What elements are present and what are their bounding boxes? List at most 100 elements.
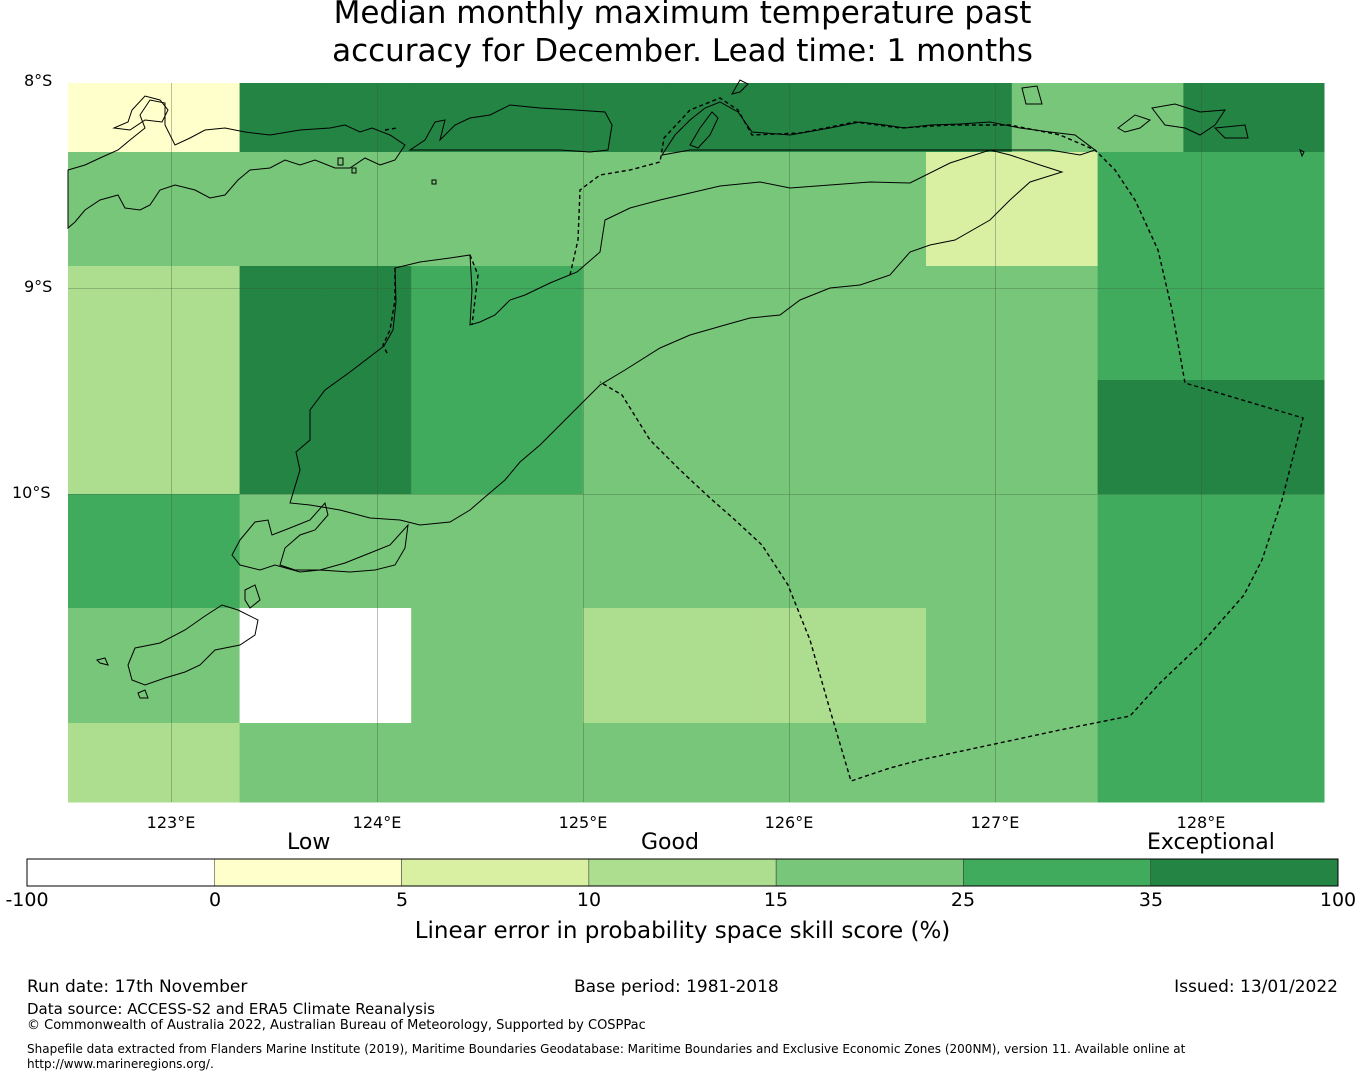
heatmap-cell-r2-c1 [153,266,241,381]
lon-tick-127e: 127°E [970,813,1020,832]
eez-boundary-timor-leste [569,97,1304,782]
colorbar [26,858,1339,887]
heatmap-cell-r0-c8 [754,83,841,153]
heatmap-cell-r5-c9 [840,608,927,724]
heatmap-cell-r0-c12 [1097,83,1184,153]
chart-title-line1: Median monthly maximum temperature past [333,0,1032,31]
heatmap-cell-r5-c6 [582,608,670,724]
base-period: Base period: 1981-2018 [574,977,779,997]
heatmap-cell-r2-c0 [68,266,155,381]
run-date: Run date: 17th November [27,977,248,997]
heatmap-cell-r2-c9 [840,266,927,381]
heatmap-cell-r3-c12 [1097,380,1184,495]
heatmap-cell-r3-c3 [325,380,412,495]
colorbar-segment-2 [401,858,590,887]
eez-boundary-oecusse [382,268,396,356]
heatmap-cell-r4-c7 [668,494,755,609]
colorbar-tick-25: 25 [950,889,976,911]
colorbar-segment-0 [26,858,215,887]
shapefile-credit: Shapefile data extracted from Flanders M… [27,1042,1186,1056]
colorbar-segment-4 [775,858,964,887]
heatmap-cell-r5-c12 [1097,608,1184,724]
heatmap-cell-r6-c11 [1011,723,1099,803]
heatmap-cell-r2-c10 [926,266,1013,381]
heatmap-cell-r4-c12 [1097,494,1184,609]
heatmap-cell-r3-c13 [1183,380,1325,495]
heatmap-cell-r5-c11 [1011,608,1099,724]
heatmap-cell-r6-c9 [840,723,927,803]
heatmap-cell-r4-c1 [153,494,241,609]
heatmap-cell-r4-c13 [1183,494,1325,609]
heatmap-cell-r1-c12 [1097,152,1184,267]
heatmap-cell-r1-c3 [325,152,412,267]
heatmap-cell-r5-c13 [1183,608,1325,724]
heatmap-cell-r4-c11 [1011,494,1099,609]
heatmap-cell-r3-c10 [926,380,1013,495]
heatmap-cell-r1-c2 [239,152,326,267]
lat-tick-8s: 8°S [24,71,53,90]
heatmap-cell-r3-c2 [239,380,326,495]
heatmap-cell-r3-c6 [582,380,670,495]
colorbar-segment-5 [963,858,1151,887]
coastline-islet-w1 [337,157,344,166]
heatmap-cell-r6-c1 [153,723,241,803]
heatmap-cell-r0-c6 [582,83,670,153]
heatmap-cell-r0-c1 [153,83,241,153]
heatmap-cell-r0-c3 [325,83,412,153]
heatmap-cell-r6-c8 [754,723,841,803]
copyright: © Commonwealth of Australia 2022, Austra… [27,1018,646,1033]
heatmap-cell-r3-c0 [68,380,155,495]
lon-tick-128e: 128°E [1176,813,1226,832]
heatmap-cell-r6-c0 [68,723,155,803]
data-source: Data source: ACCESS-S2 and ERA5 Climate … [27,1000,435,1018]
colorbar-tick-35: 35 [1138,889,1164,911]
graticule [68,83,1324,802]
lat-tick-10s: 10°S [12,483,51,502]
colorbar-tick-10: 10 [576,889,602,911]
coastline-alor [408,104,613,153]
heatmap-cell-r4-c4 [411,494,498,609]
heatmap-cell-r0-c9 [840,83,927,153]
colorbar-segment-1 [214,858,402,887]
colorbar-tick-neg100: -100 [5,889,49,911]
coastline-islet-w2 [351,167,357,174]
heatmap-cell-r5-c2 [239,608,326,724]
issued-date: Issued: 13/01/2022 [1174,977,1338,997]
heatmap-cell-r4-c9 [840,494,927,609]
heatmap-cell-r6-c10 [926,723,1013,803]
heatmap-cell-r0-c13 [1183,83,1325,153]
heatmap-cell-r2-c8 [754,266,841,381]
coastline-moa [1213,124,1249,139]
category-low: Low [287,830,331,855]
colorbar-segment-3 [588,858,777,887]
heatmap-cell-r1-c9 [840,152,927,267]
heatmap-cell-r1-c11 [1011,152,1099,267]
maritime-boundaries [382,97,1304,782]
heatmap-cells [68,83,1325,803]
heatmap-cell-r0-c4 [411,83,498,153]
heatmap-cell-r5-c5 [497,608,584,724]
heatmap-cell-r3-c11 [1011,380,1099,495]
coastline-islet-w3 [431,179,437,185]
colorbar-tick-100: 100 [1319,889,1357,911]
heatmap-cell-r6-c3 [325,723,412,803]
heatmap-cell-r1-c1 [153,152,241,267]
colorbar-tick-0: 0 [208,889,222,911]
heatmap-cell-r1-c4 [411,152,498,267]
heatmap-cell-r2-c4 [411,266,498,381]
eez-boundary-north [384,127,398,131]
heatmap-cell-r4-c3 [325,494,412,609]
coastline-leti [1151,103,1226,136]
heatmap-cell-r6-c12 [1097,723,1184,803]
coastline-pantar [112,95,169,131]
heatmap-cell-r6-c7 [668,723,755,803]
chart-title: Median monthly maximum temperature past … [0,0,1365,70]
heatmap-cell-r1-c6 [582,152,670,267]
coastline-rote [231,501,409,573]
heatmap-cell-r2-c7 [668,266,755,381]
heatmap-cell-r2-c13 [1183,266,1325,381]
heatmap-cell-r3-c1 [153,380,241,495]
colorbar-tick-15: 15 [763,889,789,911]
coastline-islet-ne [1299,149,1305,158]
coastline-raijua [96,657,109,666]
